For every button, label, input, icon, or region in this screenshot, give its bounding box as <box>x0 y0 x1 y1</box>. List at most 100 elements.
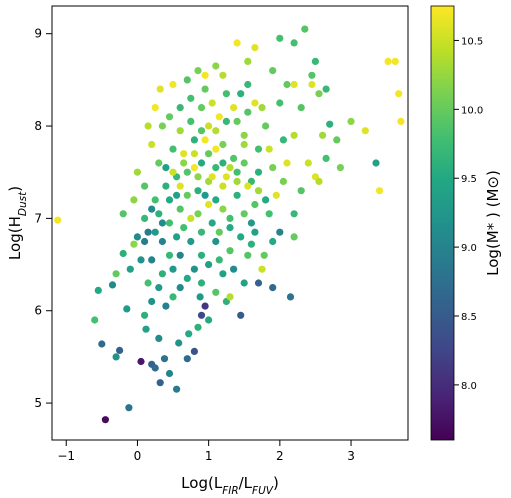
scatter-point <box>208 173 216 181</box>
scatter-point <box>91 316 99 324</box>
scatter-point <box>156 85 164 93</box>
x-tick-label: 0 <box>134 449 142 463</box>
colorbar-tick-label: 10.0 <box>461 105 483 116</box>
scatter-point <box>208 219 216 227</box>
scatter-point <box>254 168 263 176</box>
scatter-point <box>212 127 220 135</box>
scatter-point <box>276 99 284 107</box>
scatter-point <box>226 224 234 232</box>
scatter-point <box>194 173 202 181</box>
scatter-point <box>148 140 156 149</box>
scatter-point <box>279 177 287 185</box>
scatter-point <box>94 286 102 294</box>
scatter-point <box>240 210 248 218</box>
scatter-point <box>187 214 195 222</box>
scatter-point <box>201 302 209 310</box>
scatter-point <box>269 284 277 292</box>
scatter-point <box>247 240 255 248</box>
scatter-point <box>173 385 181 393</box>
scatter-point <box>201 85 209 93</box>
scatter-point <box>101 416 109 424</box>
scatter-point <box>151 364 159 372</box>
scatter-point <box>201 71 209 79</box>
scatter-point <box>144 228 152 236</box>
scatter-point <box>119 210 127 218</box>
scatter-point <box>219 270 227 278</box>
scatter-point <box>219 205 227 213</box>
scatter-point <box>212 237 220 246</box>
scatter-point <box>297 104 305 112</box>
scatter-point <box>130 240 138 248</box>
scatter-point <box>137 357 145 366</box>
scatter-point <box>230 154 238 162</box>
colorbar-tick-label: 10.5 <box>461 36 483 47</box>
scatter-point <box>165 196 174 204</box>
scatter-point <box>158 122 166 130</box>
scatter-point <box>123 305 131 313</box>
scatter-point <box>326 120 334 128</box>
scatter-point <box>194 67 202 75</box>
scatter-point <box>215 113 223 121</box>
scatter-point <box>233 39 241 47</box>
scatter-point <box>208 99 216 107</box>
scatter-point <box>180 159 188 167</box>
scatter-point <box>151 104 159 112</box>
scatter-point <box>254 187 263 195</box>
scatter-point <box>244 80 252 89</box>
x-axis: −1 0 1 2 3 <box>57 440 355 463</box>
scatter-point <box>169 80 177 89</box>
scatter-point <box>194 187 202 195</box>
scatter-point <box>180 224 188 232</box>
scatter-point <box>190 164 198 172</box>
y-tick-label: 8 <box>34 119 42 133</box>
scatter-point <box>240 159 248 167</box>
scatter-point <box>176 251 184 259</box>
scatter-point <box>116 346 124 354</box>
scatter-point <box>233 191 241 199</box>
scatter-point <box>258 104 266 112</box>
scatter-point <box>222 90 230 98</box>
scatter-point <box>190 265 198 273</box>
scatter-point <box>215 256 223 264</box>
scatter-point <box>151 228 159 236</box>
scatter-point <box>258 265 266 273</box>
scatter-point <box>151 196 159 204</box>
scatter-point <box>240 279 248 287</box>
scatter-point <box>201 191 209 199</box>
scatter-point <box>276 228 284 236</box>
scatter-point <box>237 90 245 98</box>
scatter-point <box>240 140 248 149</box>
scatter-point <box>197 311 206 319</box>
scatter-point <box>190 136 198 144</box>
scatter-point <box>155 210 163 218</box>
colorbar-tick-label: 9.5 <box>461 174 477 185</box>
scatter-point <box>322 154 330 162</box>
scatter-point <box>137 256 145 264</box>
scatter-point <box>194 210 202 218</box>
scatter-point <box>397 117 405 125</box>
scatter-point <box>183 168 191 176</box>
scatter-point <box>251 99 259 107</box>
scatter-point <box>176 205 184 213</box>
scatter-point <box>169 145 177 153</box>
scatter-point <box>176 127 184 135</box>
scatter-point <box>251 44 259 52</box>
colorbar-tick-label: 9.0 <box>461 243 477 254</box>
scatter-point <box>183 191 191 199</box>
scatter-point <box>133 168 141 176</box>
scatter-point <box>283 159 291 167</box>
scatter-point <box>148 297 156 306</box>
scatter-point <box>265 145 273 153</box>
scatter-point <box>336 164 344 172</box>
scatter-point <box>196 293 204 301</box>
scatter-point <box>375 187 384 195</box>
scatter-point <box>205 316 213 324</box>
scatter-point <box>126 265 134 273</box>
scatter-point <box>222 117 230 125</box>
scatter-point <box>187 237 195 246</box>
scatter-point <box>222 173 230 181</box>
scatter-point <box>384 57 392 65</box>
scatter-point <box>187 117 195 125</box>
scatter-point <box>308 80 316 89</box>
x-axis-label: Log(LFIR/LFUV) <box>181 474 279 497</box>
